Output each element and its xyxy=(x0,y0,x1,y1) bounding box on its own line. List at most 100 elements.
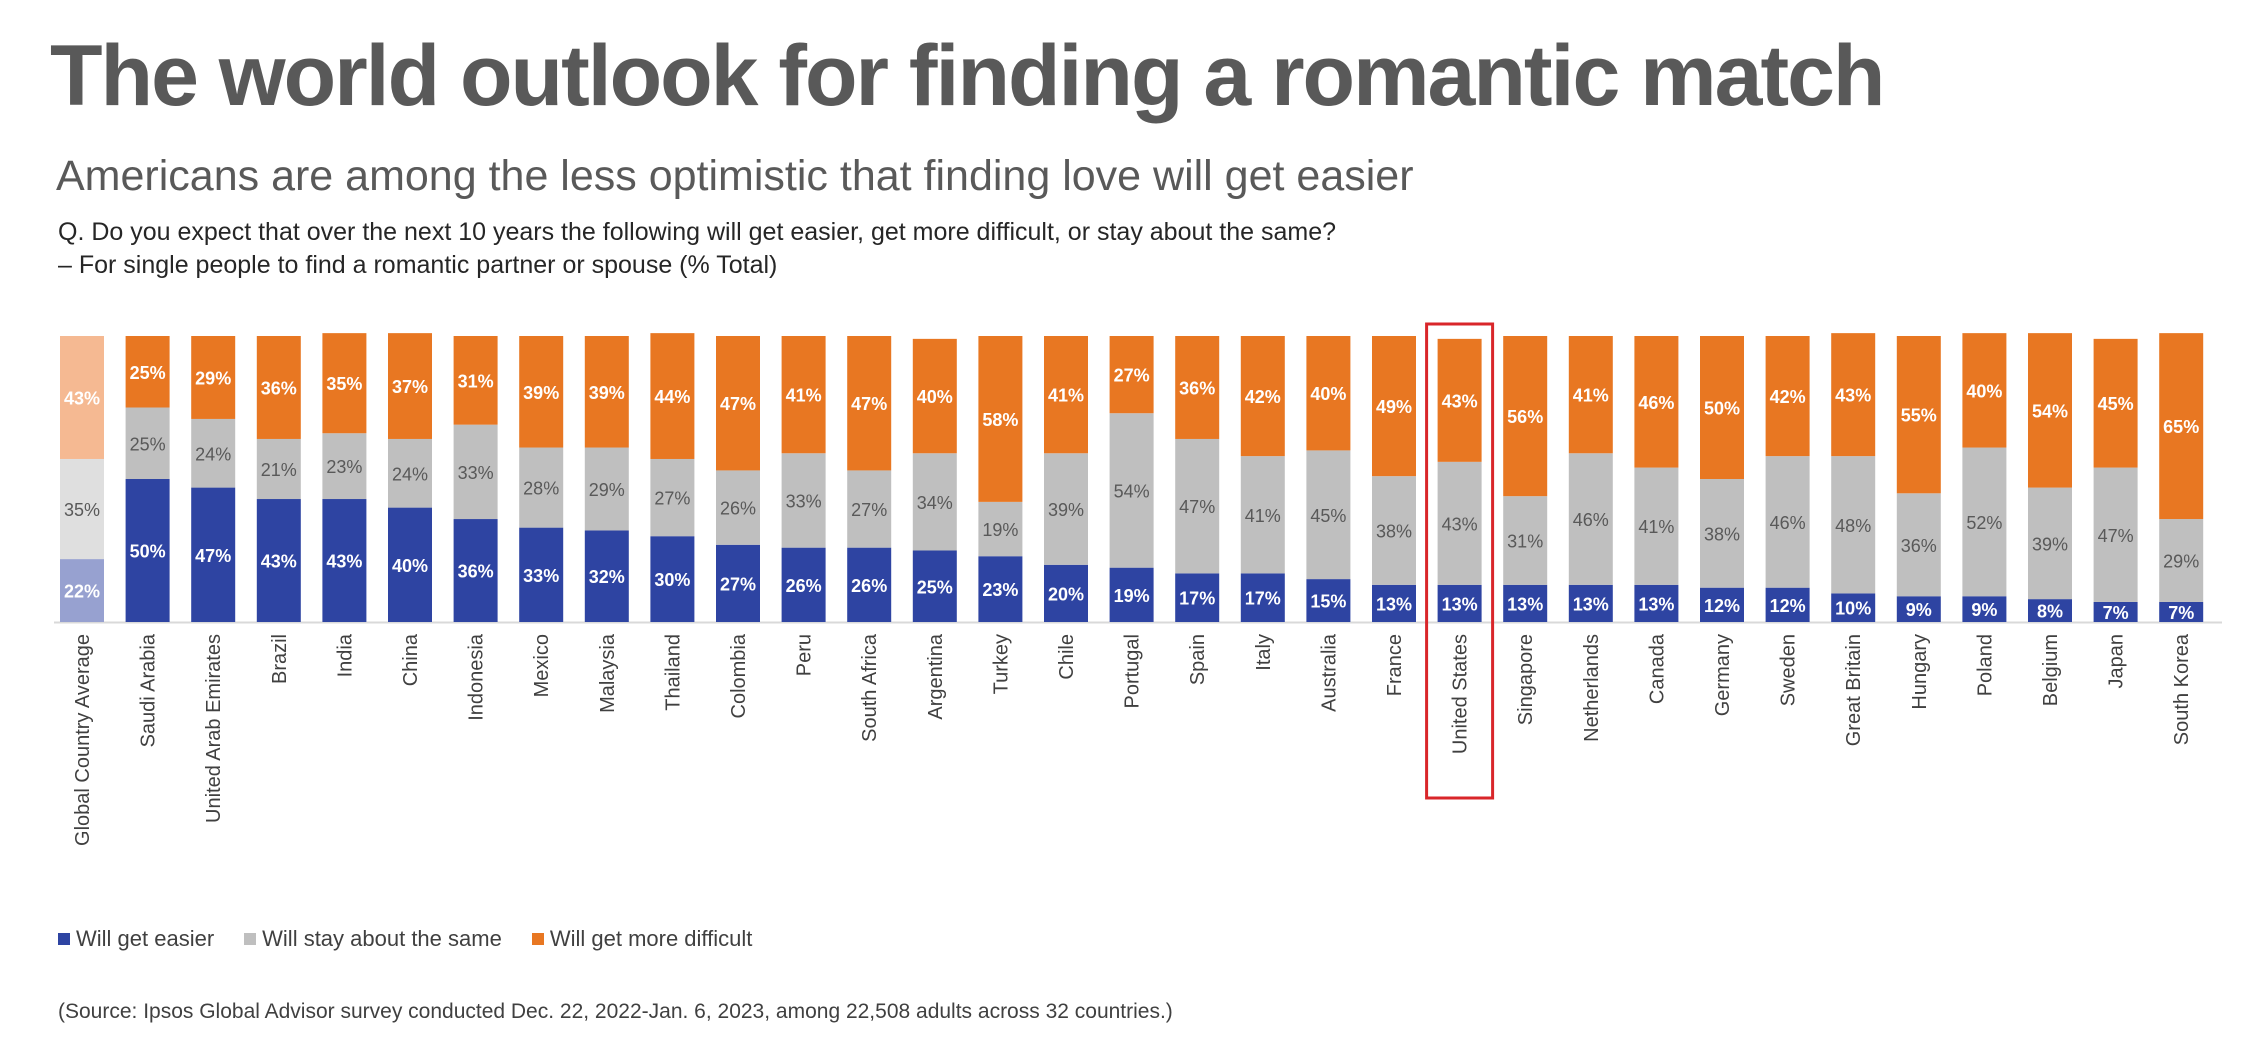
bar-easier-20 xyxy=(1372,584,1416,622)
bar-difficult-14 xyxy=(978,336,1023,502)
data-label-same-11: 33% xyxy=(786,491,822,511)
data-label-same-6: 33% xyxy=(458,463,494,483)
data-label-difficult-1: 25% xyxy=(130,363,166,383)
data-label-easier-24: 13% xyxy=(1638,594,1674,614)
bar-easier-7 xyxy=(519,527,564,622)
x-tick-label-19: Australia xyxy=(1318,633,1340,712)
data-label-easier-15: 20% xyxy=(1048,584,1084,604)
bar-same-12 xyxy=(847,470,892,548)
bar-difficult-23 xyxy=(1568,336,1613,454)
source-note: (Source: Ipsos Global Advisor survey con… xyxy=(58,1000,1173,1023)
bar-same-18 xyxy=(1240,456,1285,574)
data-label-easier-26: 12% xyxy=(1770,596,1806,616)
bar-same-17 xyxy=(1175,438,1220,574)
data-label-difficult-26: 42% xyxy=(1770,387,1806,407)
data-label-easier-9: 30% xyxy=(654,570,690,590)
x-tick-label-25: Germany xyxy=(1712,634,1734,716)
bar-same-4 xyxy=(322,433,367,500)
data-label-difficult-29: 40% xyxy=(1966,381,2002,401)
bar-difficult-13 xyxy=(912,338,957,454)
x-tick-label-6: Indonesia xyxy=(466,633,488,721)
bar-same-20 xyxy=(1372,476,1416,585)
x-tick-label-16: Portugal xyxy=(1122,634,1144,709)
bar-same-28 xyxy=(1896,493,1941,597)
data-label-same-32: 29% xyxy=(2163,552,2199,572)
bar-difficult-20 xyxy=(1372,336,1416,477)
x-tick-label-14: Turkey xyxy=(990,634,1012,694)
bar-easier-6 xyxy=(453,519,498,622)
data-label-easier-8: 32% xyxy=(589,567,625,587)
legend-item-easier: Will get easier xyxy=(58,926,214,952)
bar-easier-10 xyxy=(716,544,760,622)
bar-difficult-4 xyxy=(322,333,367,434)
data-label-same-0: 35% xyxy=(64,500,100,520)
data-label-easier-16: 19% xyxy=(1114,586,1150,606)
data-label-easier-17: 17% xyxy=(1179,589,1215,609)
data-label-easier-7: 33% xyxy=(523,566,559,586)
data-label-difficult-3: 36% xyxy=(261,378,297,398)
legend-label-same: Will stay about the same xyxy=(262,926,502,951)
bar-same-1 xyxy=(125,407,170,479)
bar-easier-14 xyxy=(978,556,1023,622)
data-label-easier-18: 17% xyxy=(1245,589,1281,609)
bar-easier-5 xyxy=(388,507,432,622)
bar-difficult-28 xyxy=(1896,336,1941,494)
bar-difficult-32 xyxy=(2159,333,2204,520)
bar-same-7 xyxy=(519,447,564,528)
x-tick-label-31: Japan xyxy=(2106,634,2128,689)
bar-easier-24 xyxy=(1634,584,1679,622)
bar-easier-23 xyxy=(1568,584,1613,622)
bar-same-3 xyxy=(256,438,301,500)
bar-easier-27 xyxy=(1831,593,1876,622)
bar-easier-21 xyxy=(1437,584,1482,622)
bar-difficult-5 xyxy=(388,333,432,439)
data-label-difficult-28: 55% xyxy=(1901,406,1937,426)
data-label-difficult-23: 41% xyxy=(1573,386,1609,406)
bar-difficult-27 xyxy=(1831,333,1876,457)
data-label-same-28: 36% xyxy=(1901,536,1937,556)
x-tick-label-0: Global Country Average xyxy=(72,634,94,846)
data-label-same-13: 34% xyxy=(917,493,953,513)
x-tick-label-2: United Arab Emirates xyxy=(203,634,225,823)
bar-same-31 xyxy=(2093,467,2138,602)
data-label-easier-25: 12% xyxy=(1704,596,1740,616)
bar-easier-26 xyxy=(1765,587,1810,622)
bar-difficult-2 xyxy=(191,336,236,419)
bar-same-13 xyxy=(912,453,957,551)
data-label-same-22: 31% xyxy=(1507,531,1543,551)
data-label-easier-23: 13% xyxy=(1573,594,1609,614)
bar-same-24 xyxy=(1634,467,1679,585)
data-label-easier-28: 9% xyxy=(1906,600,1932,620)
x-tick-label-21: United States xyxy=(1450,634,1472,754)
data-label-difficult-21: 43% xyxy=(1442,391,1478,411)
survey-question: Q. Do you expect that over the next 10 y… xyxy=(58,216,1336,282)
bar-difficult-29 xyxy=(1962,333,2007,448)
data-label-easier-21: 13% xyxy=(1442,594,1478,614)
bar-same-27 xyxy=(1831,456,1876,594)
bar-same-16 xyxy=(1109,413,1154,568)
data-label-same-18: 41% xyxy=(1245,506,1281,526)
data-label-same-31: 47% xyxy=(2098,526,2134,546)
data-label-easier-27: 10% xyxy=(1835,599,1871,619)
data-label-same-8: 29% xyxy=(589,480,625,500)
bar-same-32 xyxy=(2159,519,2204,602)
x-tick-label-24: Canada xyxy=(1646,633,1668,704)
data-label-easier-19: 15% xyxy=(1310,592,1346,612)
data-label-difficult-8: 39% xyxy=(589,383,625,403)
x-tick-label-18: Italy xyxy=(1253,634,1275,671)
data-label-same-26: 46% xyxy=(1770,513,1806,533)
bar-easier-28 xyxy=(1896,596,1941,622)
data-label-difficult-5: 37% xyxy=(392,377,428,397)
x-tick-label-22: Singapore xyxy=(1515,634,1537,725)
x-tick-label-20: France xyxy=(1384,634,1406,696)
data-label-difficult-30: 54% xyxy=(2032,401,2068,421)
bar-difficult-0 xyxy=(60,336,104,459)
data-label-same-2: 24% xyxy=(195,444,231,464)
stacked-bar-chart: 22% 35% 43% Global Country Average 50% 25% 25%… xyxy=(54,322,2222,846)
data-label-difficult-13: 40% xyxy=(917,387,953,407)
data-label-same-9: 27% xyxy=(654,489,690,509)
bar-easier-32 xyxy=(2159,601,2204,622)
bar-easier-18 xyxy=(1240,573,1285,622)
data-label-difficult-14: 58% xyxy=(982,410,1018,430)
bar-difficult-9 xyxy=(650,333,695,459)
